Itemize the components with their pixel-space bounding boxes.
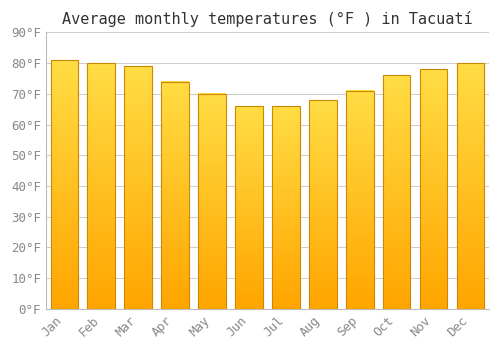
Bar xyxy=(346,91,374,309)
Bar xyxy=(162,82,189,309)
Bar xyxy=(88,63,115,309)
Title: Average monthly temperatures (°F ) in Tacuatí: Average monthly temperatures (°F ) in Ta… xyxy=(62,11,472,27)
Bar xyxy=(50,60,78,309)
Bar xyxy=(124,66,152,309)
Bar xyxy=(420,69,448,309)
Bar xyxy=(272,106,299,309)
Bar xyxy=(235,106,263,309)
Bar xyxy=(383,76,410,309)
Bar xyxy=(198,94,226,309)
Bar xyxy=(309,100,336,309)
Bar xyxy=(456,63,484,309)
